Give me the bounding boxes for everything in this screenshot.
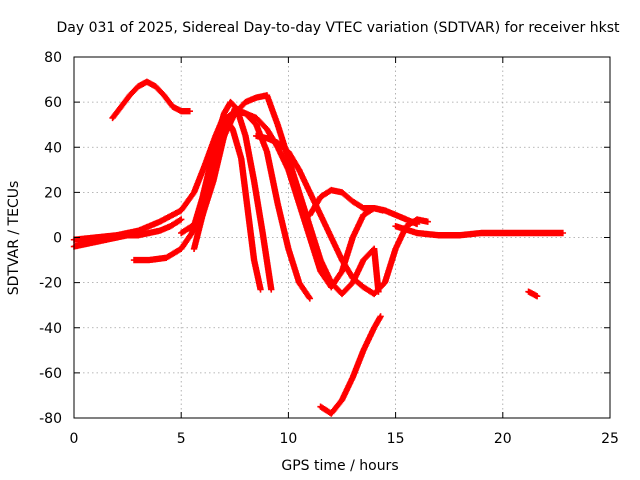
series-track-fragment: [525, 288, 541, 300]
series-track-hump-early: [109, 78, 193, 122]
series-markers: [317, 313, 384, 417]
y-tick-label: 80: [44, 50, 62, 66]
x-tick-label: 15: [387, 431, 405, 447]
series-markers: [190, 107, 386, 291]
series-markers: [306, 186, 421, 228]
x-tick-label: 5: [177, 431, 186, 447]
series-track-plunge: [317, 313, 384, 417]
series-track-ramp-a: [70, 112, 264, 293]
series-markers: [253, 132, 431, 298]
series-track-tail: [392, 223, 567, 239]
series-markers: [392, 223, 567, 239]
series-markers: [525, 288, 541, 300]
series-track-late: [253, 132, 431, 298]
x-tick-label: 25: [601, 431, 619, 447]
y-tick-label: -20: [39, 276, 62, 292]
series-track-ramp-d: [190, 107, 386, 291]
chart-title: Day 031 of 2025, Sidereal Day-to-day VTE…: [57, 20, 620, 36]
axis-ticks: 0 5 10 15 20 25 -80 -60 -40 -20 0 20 40 60 80: [39, 50, 619, 447]
x-tick-label: 20: [494, 431, 512, 447]
y-tick-label: 20: [44, 185, 62, 201]
y-tick-label: 0: [53, 231, 62, 247]
series-track-peak-high: [199, 92, 382, 298]
grid-lines: [74, 57, 610, 418]
y-tick-label: -80: [39, 411, 62, 427]
y-axis-label: SDTVAR / TECUs: [6, 181, 22, 296]
x-axis-label: GPS time / hours: [281, 458, 398, 474]
data-series: [70, 78, 567, 417]
y-tick-label: -60: [39, 366, 62, 382]
y-tick-label: 60: [44, 95, 62, 111]
series-markers: [109, 78, 193, 122]
y-tick-label: 40: [44, 140, 62, 156]
x-tick-label: 10: [279, 431, 297, 447]
series-track-bump: [306, 186, 421, 228]
y-tick-label: -40: [39, 321, 62, 337]
series-markers: [199, 92, 382, 298]
x-tick-label: 0: [70, 431, 79, 447]
series-markers: [70, 112, 264, 293]
